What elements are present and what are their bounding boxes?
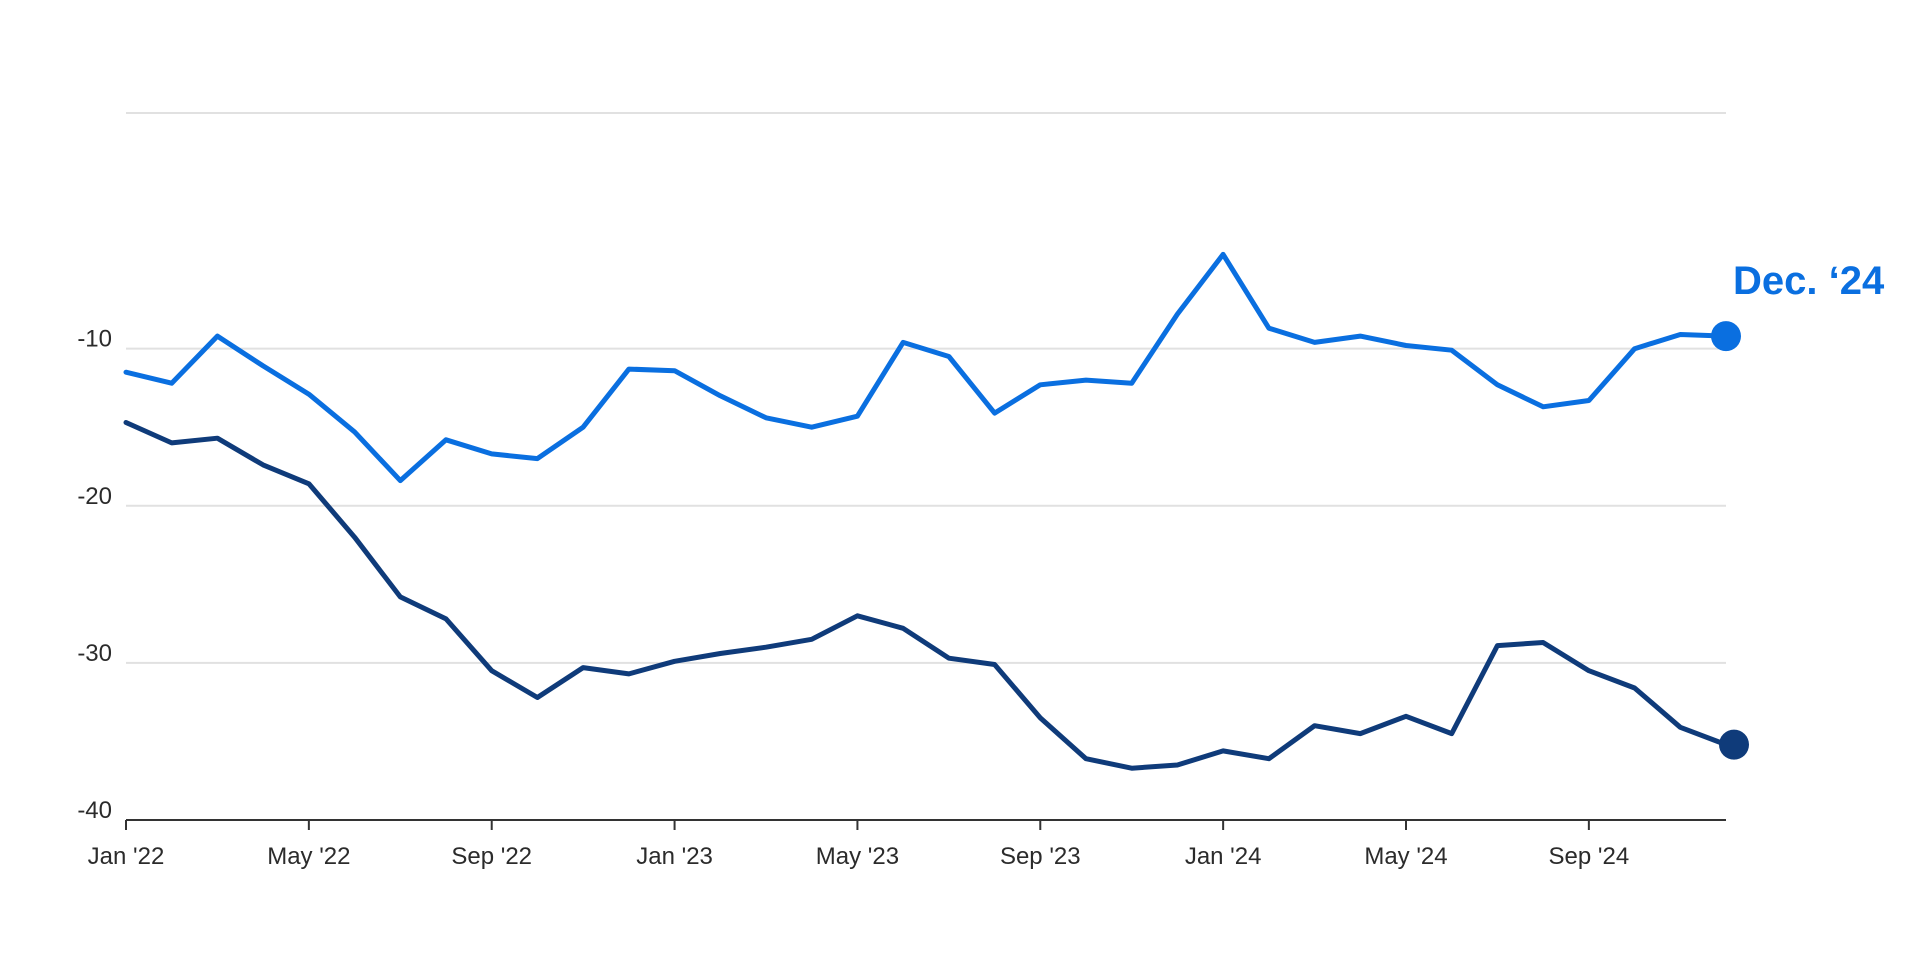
- x-tick-label: Sep '23: [1000, 843, 1081, 870]
- annotations: Dec. ‘24: [1733, 259, 1885, 303]
- y-tick-label: -10: [77, 326, 112, 353]
- series-line-2: [123, 420, 1729, 771]
- y-tick-label: -30: [77, 640, 112, 667]
- gridlines: [126, 112, 1726, 664]
- end-markers: [1711, 321, 1749, 760]
- x-tick-label: May '24: [1364, 843, 1447, 870]
- x-axis-tick-labels: Jan '22 May '22 Sep '22 Jan '23 May '23 Sep '…: [88, 820, 1630, 870]
- x-tick-label: Jan '24: [1185, 843, 1262, 870]
- x-tick-label: May '22: [267, 843, 350, 870]
- series-lines: [123, 251, 1729, 771]
- x-tick-label: Sep '24: [1549, 843, 1630, 870]
- x-tick-label: May '23: [816, 843, 899, 870]
- x-tick-label: Jan '22: [88, 843, 165, 870]
- end-marker-1: [1711, 321, 1741, 352]
- end-marker-2: [1719, 729, 1749, 760]
- y-tick-label: -20: [77, 483, 112, 510]
- x-tick-label: Jan '23: [636, 843, 713, 870]
- series-line-1: [123, 251, 1729, 484]
- x-tick-label: Sep '22: [451, 843, 532, 870]
- y-tick-label: -40: [77, 797, 112, 824]
- y-axis-tick-labels: -10 -20 -30 -40: [77, 326, 112, 824]
- end-label-annotation: Dec. ‘24: [1733, 259, 1885, 303]
